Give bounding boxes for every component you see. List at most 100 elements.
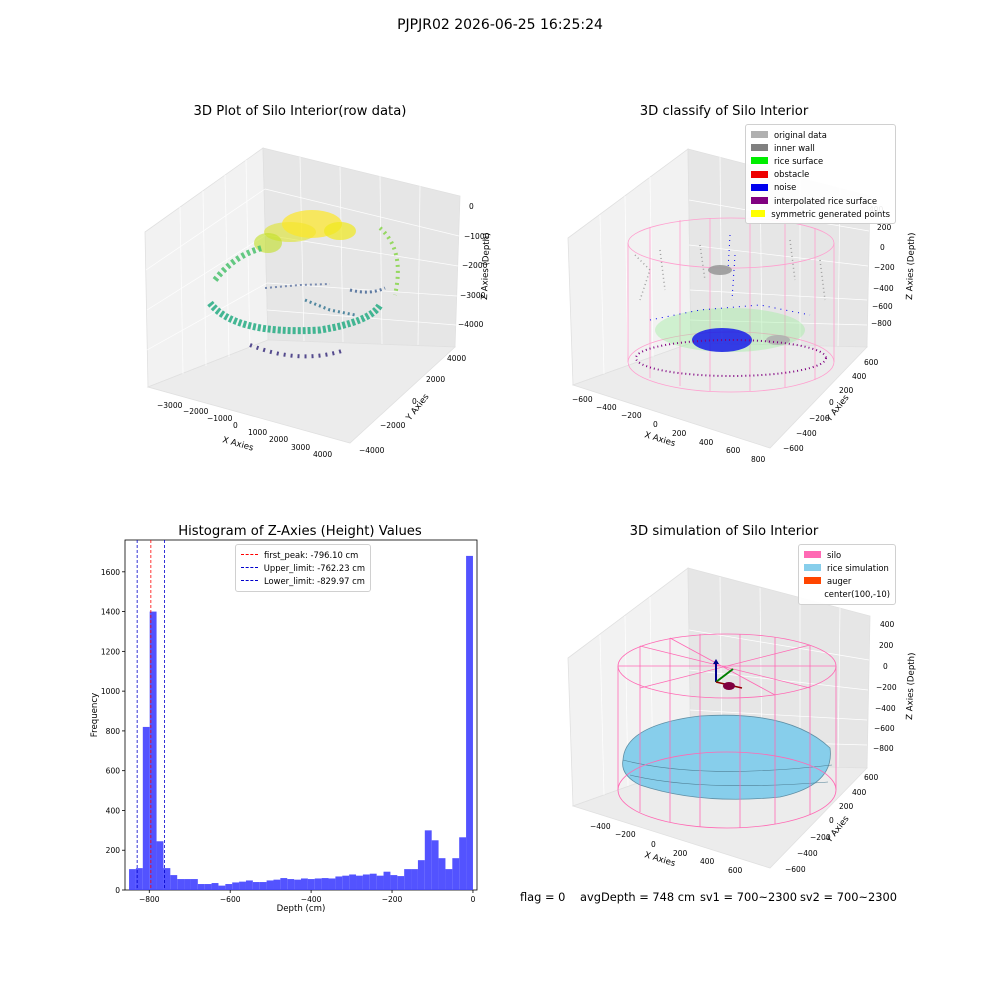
legend-label: center(100,-10) (824, 589, 890, 600)
svg-text:800: 800 (751, 455, 766, 464)
svg-text:−200: −200 (810, 833, 831, 842)
legend-label: silo (827, 549, 842, 560)
hist-bar (239, 881, 246, 890)
hist-bar (362, 874, 370, 890)
panel2-points (634, 234, 827, 377)
svg-text:−400: −400 (873, 284, 894, 293)
legend-item: silo (804, 548, 890, 561)
hist-bar (397, 876, 405, 890)
panel4-title: 3D simulation of Silo Interior (629, 524, 819, 539)
svg-text:600: 600 (726, 446, 741, 455)
hist-bar (273, 879, 281, 890)
legend-label: noise (774, 182, 797, 193)
hist-bar (459, 837, 467, 890)
hist-y-tick-label: 1200 (101, 647, 120, 656)
hist-bars (129, 555, 473, 890)
legend-swatch (804, 577, 821, 585)
svg-text:600: 600 (864, 773, 879, 782)
legend-label: auger (827, 575, 852, 586)
svg-text:2000: 2000 (426, 375, 445, 384)
legend-swatch (804, 551, 821, 559)
svg-text:0: 0 (412, 397, 417, 406)
hist-bar (190, 879, 198, 890)
hist-x-tick-label: −200 (382, 895, 403, 904)
hist-bar (280, 878, 288, 890)
status-sv1: sv1 = 700~2300 (700, 890, 797, 904)
svg-text:4000: 4000 (313, 450, 332, 459)
legend-label: original data (774, 129, 827, 140)
hist-bar (452, 858, 460, 890)
legend-item: symmetric generated points (751, 207, 890, 220)
hist-y-tick-label: 1400 (101, 608, 120, 617)
svg-text:−3000: −3000 (460, 291, 486, 300)
svg-text:200: 200 (673, 849, 688, 858)
hist-bar (170, 875, 178, 890)
hist-bar (431, 840, 439, 890)
legend-item: Upper_limit: -762.23 cm (241, 561, 365, 574)
svg-text:400: 400 (852, 788, 867, 797)
legend-swatch (751, 183, 768, 191)
svg-text:200: 200 (839, 386, 854, 395)
legend-item: inner wall (751, 141, 890, 154)
svg-text:−600: −600 (783, 444, 804, 453)
svg-text:−200: −200 (876, 683, 897, 692)
hist-bar (294, 879, 301, 890)
legend-item: original data (751, 128, 890, 141)
hist-bar (445, 869, 453, 890)
hist-frame (124, 539, 478, 891)
figure-title: PJPJR02 2026-06-25 16:25:24 (397, 17, 603, 33)
hist-bar (232, 882, 240, 890)
hist-bar (466, 555, 473, 890)
hist-bar (301, 878, 308, 890)
svg-text:400: 400 (852, 372, 867, 381)
svg-text:600: 600 (728, 866, 743, 875)
hist-bar (129, 869, 136, 890)
panel4-zlabel: Z Axies (Depth) (905, 652, 917, 720)
legend-swatch (804, 564, 821, 572)
panel4-silo-wireframe (617, 633, 837, 829)
svg-text:−200: −200 (615, 830, 636, 839)
legend-item: Lower_limit: -829.97 cm (241, 574, 365, 587)
hist-bar (342, 875, 350, 890)
legend-item: noise (751, 181, 890, 194)
svg-text:−200: −200 (809, 414, 830, 423)
hist-x-tick-label: −400 (301, 895, 322, 904)
legend-label: rice surface (774, 155, 824, 166)
hist-bar (197, 884, 205, 890)
svg-text:400: 400 (880, 620, 895, 629)
panel3-title: Histogram of Z-Axies (Height) Values (178, 524, 422, 539)
hist-bar (424, 830, 432, 890)
panel2-legend: original data inner wall rice surface ob… (745, 124, 896, 225)
svg-text:−1000: −1000 (464, 232, 490, 241)
svg-text:−1000: −1000 (207, 414, 233, 423)
svg-text:200: 200 (672, 429, 687, 438)
hist-y-tick-label: 0 (115, 886, 120, 895)
svg-text:0: 0 (829, 398, 834, 407)
hist-bar (204, 884, 212, 890)
hist-y-tick-label: 400 (106, 806, 121, 815)
status-sv2: sv2 = 700~2300 (800, 890, 897, 904)
hist-bar (321, 878, 329, 890)
status-flag: flag = 0 (520, 890, 566, 904)
svg-text:0: 0 (233, 421, 238, 430)
legend-swatch (804, 591, 818, 598)
hist-bar (314, 878, 322, 890)
svg-text:−400: −400 (796, 429, 817, 438)
hist-x-tick-label: 0 (471, 895, 476, 904)
svg-text:0: 0 (469, 202, 474, 211)
svg-text:−800: −800 (873, 744, 894, 753)
legend-line (241, 580, 258, 582)
svg-text:200: 200 (877, 223, 892, 232)
svg-text:−4000: −4000 (359, 446, 385, 455)
hist-bar (411, 869, 418, 890)
svg-text:−600: −600 (785, 865, 806, 874)
hist-bar (218, 885, 226, 890)
legend-label: Upper_limit: -762.23 cm (263, 562, 365, 573)
svg-text:−4000: −4000 (458, 320, 484, 329)
hist-bar (135, 868, 143, 890)
legend-line (241, 567, 258, 569)
hist-bar (149, 611, 157, 890)
hist-y-tick-label: 1000 (101, 687, 120, 696)
